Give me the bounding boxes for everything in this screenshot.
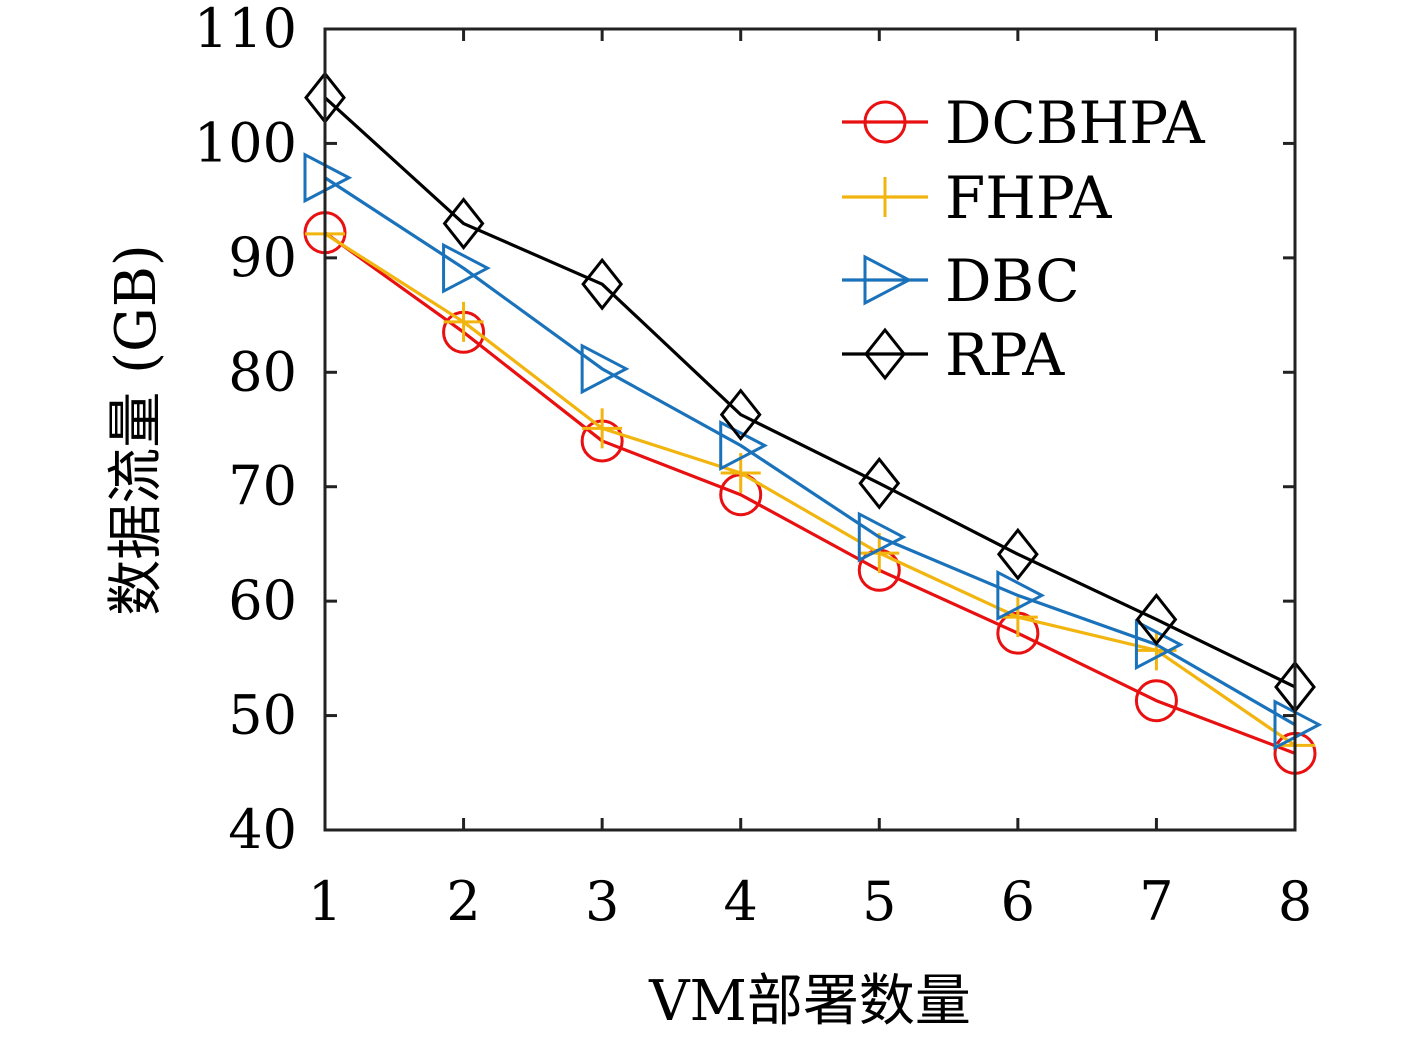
legend-marker — [863, 254, 913, 306]
series-layer — [303, 71, 1323, 775]
data-point — [858, 456, 901, 510]
data-point — [1135, 593, 1178, 646]
legend-label: DBC — [945, 247, 1080, 315]
legend-label: RPA — [945, 321, 1065, 389]
x-tick-label: 6 — [1001, 870, 1035, 933]
legend-entry-rpa: RPA — [842, 321, 1065, 389]
y-tick-label: 100 — [194, 111, 297, 174]
legend-marker — [863, 100, 907, 144]
series-line — [324, 231, 1296, 755]
data-point — [997, 597, 1038, 638]
x-tick-label: 7 — [1139, 870, 1173, 933]
data-point — [581, 257, 624, 311]
data-point — [996, 527, 1039, 581]
legend-label: DCBHPA — [945, 89, 1206, 157]
data-point — [1134, 619, 1184, 671]
legend-label: FHPA — [945, 164, 1113, 232]
data-point — [442, 197, 485, 250]
data-point — [1134, 679, 1178, 723]
x-axis-title: VM部署数量 — [648, 969, 971, 1034]
legend-entry-dbc: DBC — [842, 247, 1080, 315]
data-point — [996, 569, 1046, 621]
data-point — [719, 388, 762, 442]
x-tick-label: 2 — [446, 870, 480, 933]
series-line — [324, 176, 1296, 727]
plot-frame — [323, 27, 1297, 832]
data-point — [303, 152, 353, 204]
y-tick-label: 50 — [228, 684, 297, 747]
y-axis-title: 数据流量 (GB) — [104, 244, 169, 615]
y-tick-label: 110 — [194, 0, 297, 60]
series-line — [324, 232, 1296, 747]
data-point — [582, 408, 623, 449]
y-tick-label: 90 — [228, 226, 297, 289]
y-tick-label: 40 — [228, 798, 297, 861]
y-tick-label: 70 — [228, 455, 297, 518]
data-point — [1273, 699, 1323, 751]
y-tick-label: 60 — [228, 569, 297, 632]
legend-marker — [865, 177, 905, 217]
legend-entry-dcbhpa: DCBHPA — [842, 89, 1206, 157]
legend-marker — [864, 327, 906, 381]
series-rpa — [304, 71, 1316, 714]
series-line — [323, 96, 1296, 689]
data-point — [580, 343, 630, 395]
data-point — [859, 533, 900, 574]
y-tick-label: 80 — [228, 340, 297, 403]
data-point — [442, 242, 491, 294]
x-tick-label: 4 — [724, 870, 758, 933]
x-tick-label: 1 — [308, 870, 342, 933]
legend-entry-fhpa: FHPA — [842, 164, 1113, 232]
series-dbc — [303, 152, 1323, 751]
x-tick-label: 8 — [1278, 870, 1312, 933]
ticks-layer: 40 50 60 70 80 90 100 110 1 2 3 4 5 6 7 8 — [194, 0, 1312, 933]
x-tick-label: 3 — [585, 870, 619, 933]
x-tick-label: 5 — [862, 870, 896, 933]
data-point — [443, 301, 484, 342]
data-point — [857, 511, 907, 563]
